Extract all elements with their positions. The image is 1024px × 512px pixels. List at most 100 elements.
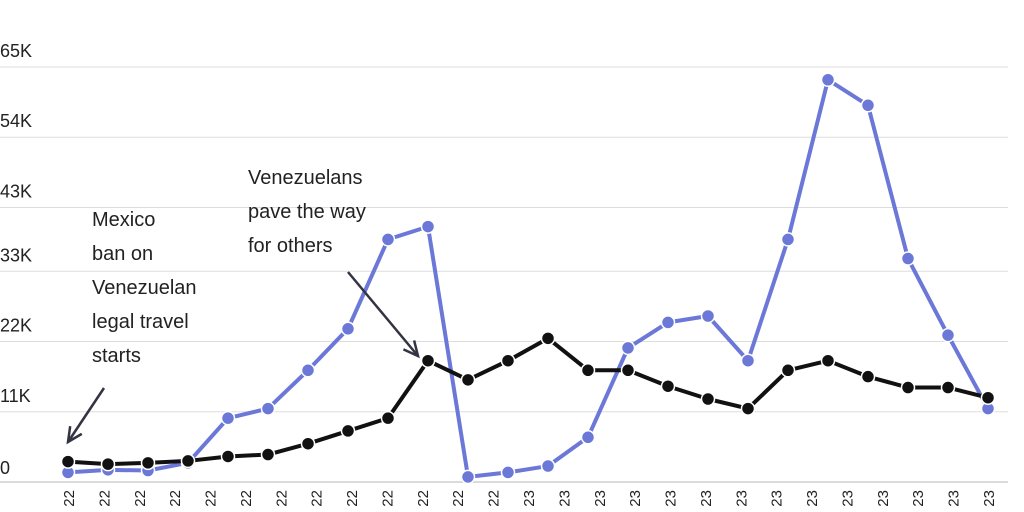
data-point	[340, 321, 356, 337]
annotation-text: ban on	[92, 243, 153, 265]
x-tick-label: 22	[273, 490, 290, 507]
series-group	[60, 72, 996, 485]
arrowhead-icon	[402, 340, 420, 359]
x-tick-label: 22	[486, 490, 503, 507]
x-tick-label: 23	[769, 490, 786, 507]
annotation-text: Venezuelan	[92, 277, 197, 299]
data-point	[700, 391, 716, 407]
y-tick-label: 65K	[0, 41, 32, 61]
annotation-text: for others	[248, 235, 332, 257]
data-point	[980, 390, 996, 405]
data-point	[780, 232, 796, 247]
data-point	[860, 369, 876, 384]
x-tick-label: 23	[521, 490, 538, 507]
annotations: Mexico ban on Venezuelan legal travel starts…	[66, 167, 420, 445]
data-point	[500, 353, 516, 368]
data-point	[860, 98, 876, 113]
data-point	[740, 401, 756, 416]
x-tick-label: 22	[96, 490, 113, 507]
gridlines	[0, 66, 1008, 483]
annotation-venezuelans-pave: Venezuelans pave the way for others	[248, 167, 420, 359]
data-point	[660, 378, 676, 394]
data-point	[820, 72, 836, 88]
data-point	[380, 410, 396, 426]
series-0	[60, 72, 996, 485]
data-point	[220, 449, 236, 464]
data-point	[820, 353, 836, 368]
x-tick-label: 23	[698, 490, 715, 507]
series-line	[66, 77, 990, 479]
data-point	[540, 331, 556, 346]
data-point	[620, 340, 636, 356]
y-tick-label: 33K	[0, 245, 32, 265]
data-point	[460, 372, 476, 388]
annotation-arrow	[347, 271, 419, 357]
annotation-text: legal travel	[92, 311, 189, 333]
data-point	[100, 456, 116, 472]
x-tick-label: 23	[981, 490, 998, 507]
x-tick-label: 22	[203, 490, 220, 507]
data-point	[300, 436, 316, 451]
annotation-text: Mexico	[92, 209, 155, 231]
x-axis-ticks: 22 22 22 22 22 22 22 22 22 22 22 22 22 23 23 23 23 23 23 23…	[61, 490, 998, 507]
x-tick-label: 22	[132, 490, 149, 507]
annotation-text: starts	[92, 345, 141, 367]
data-point	[500, 465, 516, 480]
data-point	[60, 454, 76, 469]
data-point	[540, 458, 556, 474]
data-point	[460, 469, 476, 485]
x-tick-label: 22	[344, 490, 361, 507]
data-point	[700, 308, 716, 324]
data-point	[380, 232, 396, 247]
annotation-mexico-ban: Mexico ban on Venezuelan legal travel starts	[66, 209, 197, 445]
annotation-arrow	[66, 387, 106, 443]
data-point	[580, 363, 596, 378]
data-point	[940, 380, 956, 395]
data-point	[420, 219, 436, 234]
data-point	[780, 363, 796, 378]
data-point	[940, 327, 956, 343]
data-point	[580, 430, 596, 445]
x-tick-label: 22	[238, 490, 255, 507]
x-tick-label: 23	[839, 490, 856, 507]
data-point	[140, 455, 156, 471]
x-tick-label: 22	[309, 490, 326, 507]
data-point	[900, 251, 916, 266]
x-tick-label: 23	[946, 490, 963, 507]
data-point	[300, 363, 316, 378]
y-axis-ticks: 0 11K 22K 33K 43K 54K 65K	[0, 41, 32, 478]
x-tick-label: 23	[910, 490, 927, 507]
annotation-text: Venezuelans	[248, 167, 363, 189]
data-point	[900, 380, 916, 395]
annotation-text: pave the way	[248, 201, 366, 223]
series-1	[60, 331, 996, 472]
x-tick-label: 22	[415, 490, 432, 507]
data-point	[340, 423, 356, 439]
y-tick-label: 43K	[0, 181, 32, 201]
x-tick-label: 22	[379, 490, 396, 507]
data-point	[740, 353, 756, 368]
x-tick-label: 23	[875, 490, 892, 507]
x-tick-label: 22	[450, 490, 467, 507]
data-point	[620, 363, 636, 378]
data-point	[260, 447, 276, 462]
x-tick-label: 23	[663, 490, 680, 507]
x-tick-label: 22	[167, 490, 184, 507]
x-tick-label: 23	[733, 490, 750, 507]
x-tick-label: 22	[61, 490, 78, 507]
data-point	[180, 453, 196, 469]
data-point	[420, 353, 436, 368]
data-point	[660, 315, 676, 330]
x-tick-label: 23	[556, 490, 573, 507]
y-tick-label: 11K	[0, 386, 31, 406]
arrowhead-icon	[66, 425, 83, 445]
x-tick-label: 23	[804, 490, 821, 507]
x-tick-label: 23	[592, 490, 609, 507]
data-point	[220, 410, 236, 426]
y-tick-label: 0	[0, 458, 10, 478]
data-point	[260, 401, 276, 416]
y-tick-label: 54K	[0, 111, 32, 131]
y-tick-label: 22K	[0, 316, 32, 336]
x-tick-label: 23	[627, 490, 644, 507]
